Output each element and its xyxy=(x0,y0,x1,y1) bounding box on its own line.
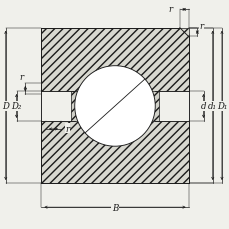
Text: r: r xyxy=(65,124,70,133)
Text: d₁: d₁ xyxy=(207,102,216,111)
Polygon shape xyxy=(142,92,158,121)
Text: D₂: D₂ xyxy=(11,102,22,111)
Text: d: d xyxy=(200,102,205,111)
Circle shape xyxy=(74,66,155,147)
Text: r: r xyxy=(198,22,202,31)
Text: D: D xyxy=(2,102,9,111)
Text: B: B xyxy=(111,203,118,212)
Polygon shape xyxy=(71,92,87,121)
Text: r: r xyxy=(19,73,23,82)
Text: r: r xyxy=(167,5,172,14)
Polygon shape xyxy=(41,29,188,183)
Text: D₁: D₁ xyxy=(216,102,226,111)
